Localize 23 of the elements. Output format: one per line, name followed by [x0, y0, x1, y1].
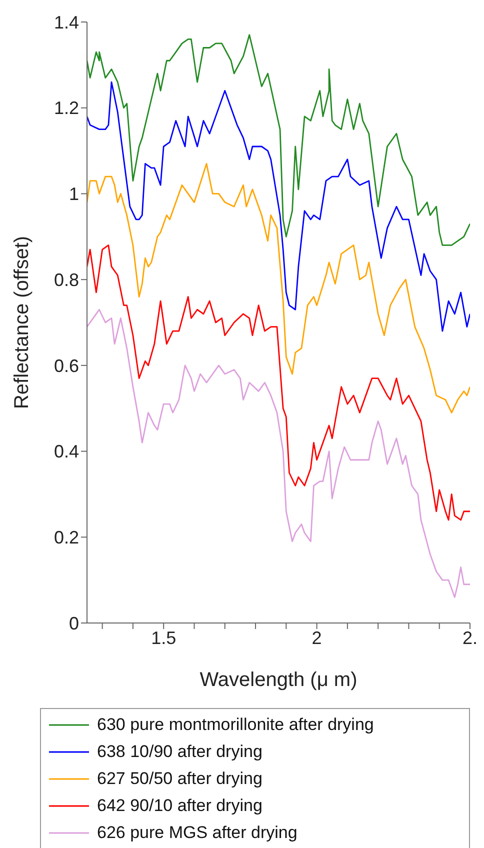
- line-series: [87, 244, 470, 521]
- legend-label: 627 50/50 after drying: [97, 768, 262, 788]
- x-axis-title: Wavelength (μ m): [200, 669, 358, 691]
- legend-label: 638 10/90 after drying: [97, 742, 262, 762]
- y-tick-label: 0: [68, 613, 79, 634]
- x-tick-label: 2.: [462, 628, 478, 648]
- line-series: [87, 81, 470, 332]
- y-tick-label: 0.8: [54, 270, 79, 290]
- y-tick-label: 1.4: [54, 12, 79, 32]
- x-tick-label: 1.5: [151, 628, 176, 648]
- legend-label: 630 pure montmorillonite after drying: [97, 714, 374, 734]
- y-tick-label: 0.4: [54, 442, 79, 462]
- line-series: [87, 162, 470, 414]
- y-tick-label: 1.2: [54, 98, 79, 118]
- line-series: [87, 308, 470, 598]
- y-tick-label: 0.2: [54, 528, 79, 548]
- legend-label: 626 pure MGS after drying: [97, 822, 298, 842]
- y-tick-label: 0.6: [54, 356, 79, 376]
- line-series: [87, 34, 470, 246]
- y-axis-title: Reflectance (offset): [11, 236, 33, 410]
- y-tick-label: 1: [68, 184, 79, 204]
- x-tick-label: 2: [312, 628, 322, 648]
- legend-label: 642 90/10 after drying: [97, 796, 262, 816]
